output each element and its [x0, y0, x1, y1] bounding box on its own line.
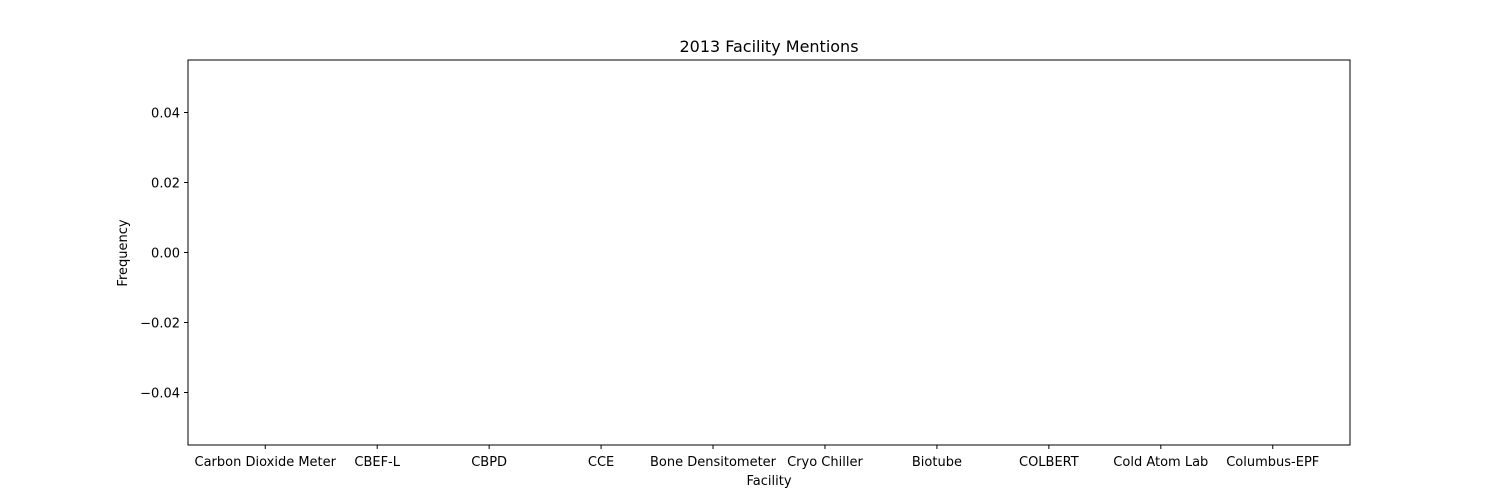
y-tick-label: −0.04 [140, 387, 180, 402]
x-tick-label: Cryo Chiller [787, 455, 863, 470]
y-tick-label: −0.02 [140, 317, 180, 332]
x-tick-label: CBPD [471, 455, 507, 470]
x-tick-label: Biotube [912, 455, 962, 470]
x-tick-label: Cold Atom Lab [1113, 455, 1208, 470]
plot-frame [187, 59, 1351, 446]
x-axis: Carbon Dioxide Meter CBEF-L CBPD CCE Bone De… [195, 445, 1319, 470]
y-axis-label: Frequency [116, 219, 131, 286]
plot-area [187, 59, 1351, 446]
x-axis-label: Facility [746, 474, 791, 489]
x-tick-label: Columbus-EPF [1226, 455, 1319, 470]
chart-title: 2013 Facility Mentions [679, 37, 858, 56]
x-tick-label: COLBERT [1019, 455, 1079, 470]
y-tick-label: 0.00 [151, 247, 180, 262]
y-tick-label: 0.02 [151, 177, 180, 192]
x-tick-label: Bone Densitometer [650, 455, 777, 470]
y-axis: −0.04 −0.02 0.00 0.02 0.04 [140, 107, 188, 402]
x-tick-label: CCE [588, 455, 614, 470]
y-tick-label: 0.04 [151, 107, 180, 122]
x-tick-label: CBEF-L [354, 455, 400, 470]
x-tick-label: Carbon Dioxide Meter [195, 455, 337, 470]
